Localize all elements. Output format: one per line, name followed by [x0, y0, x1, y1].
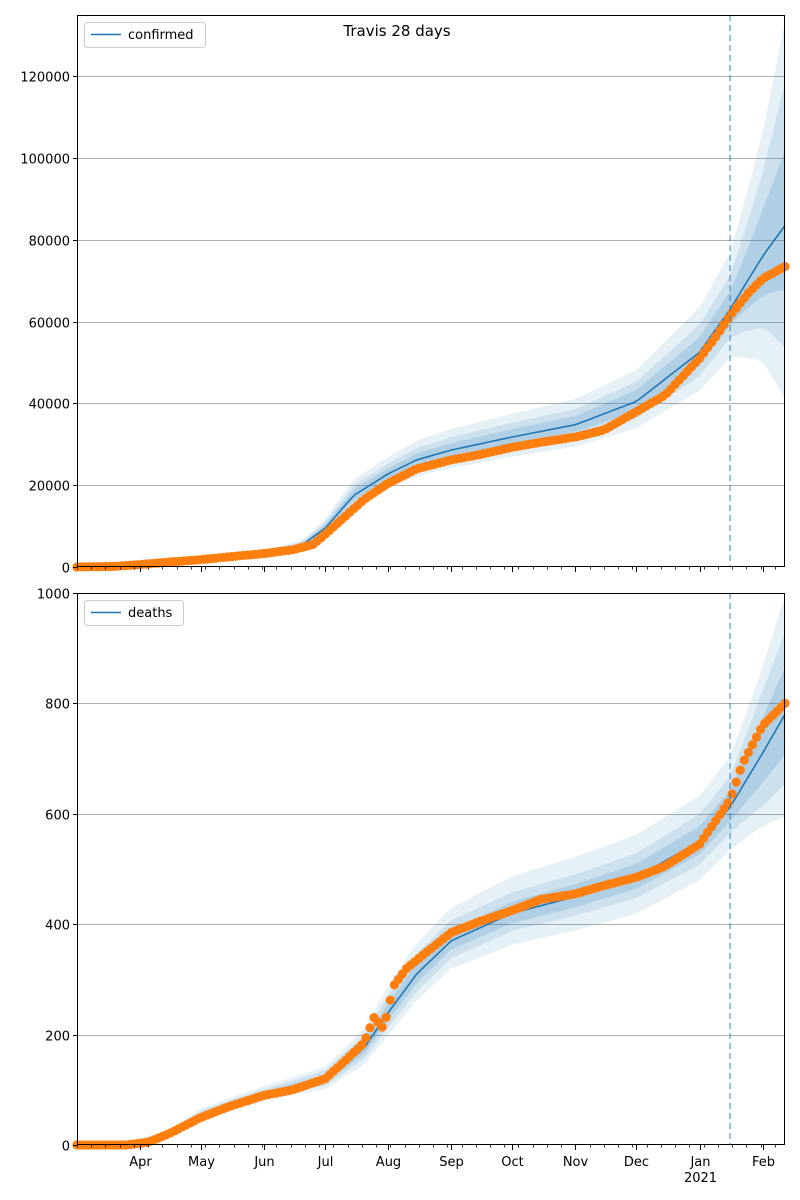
y-tick-label: 120000	[20, 71, 70, 86]
x-tick-label: Jun	[253, 1155, 274, 1170]
y-tick-label: 0	[62, 1140, 70, 1155]
y-tick-label: 80000	[29, 235, 70, 250]
observed-point	[751, 732, 762, 742]
legend-label-confirmed: confirmed	[128, 28, 194, 43]
y-tick-label: 200	[45, 1030, 70, 1045]
x-tick-label: Jul	[317, 1155, 334, 1170]
observed-point	[361, 1033, 371, 1043]
confirmed-y-ticks: 0 20000 40000 60000 80000 100000 120000	[20, 71, 77, 577]
x-tick-label: Feb	[752, 1155, 775, 1170]
observed-point	[381, 1012, 391, 1023]
observed-point	[357, 1040, 367, 1050]
chart-title: Travis 28 days	[342, 22, 450, 40]
deaths-legend: deaths	[84, 600, 184, 626]
observed-point	[365, 1023, 375, 1033]
observed-point	[727, 789, 737, 799]
x-tick-label: Aug	[376, 1155, 401, 1170]
x-tick-label: Apr	[129, 1155, 152, 1170]
x-tick-label: May	[188, 1155, 215, 1170]
confirmed-grid	[77, 76, 785, 486]
x-tick-label: Sep	[439, 1155, 464, 1170]
observed-point	[735, 765, 745, 775]
y-tick-label: 60000	[29, 317, 70, 332]
x-tick-label: Oct	[501, 1155, 523, 1170]
confirmed-panel: 0 20000 40000 60000 80000 100000 120000 Travis…	[20, 15, 790, 577]
observed-point	[385, 995, 395, 1005]
observed-point	[739, 755, 749, 765]
y-tick-label: 800	[45, 698, 70, 713]
deaths-panel: 0 200 400 600 800 1000 Apr May Jun Jul Aug Sep Oct N…	[37, 588, 790, 1186]
y-tick-label: 20000	[29, 480, 70, 495]
y-tick-label: 1000	[37, 588, 70, 603]
observed-point	[377, 1022, 387, 1032]
deaths-axes-frame	[77, 593, 785, 1145]
y-tick-label: 600	[45, 809, 70, 824]
confirmed-legend: confirmed	[84, 22, 206, 48]
y-tick-label: 0	[62, 562, 70, 577]
observed-point	[747, 740, 758, 750]
observed-point	[723, 798, 733, 808]
observed-point	[743, 747, 754, 758]
uncertainty-band-2	[77, 632, 785, 1145]
x-tick-label: Jan	[689, 1155, 710, 1170]
x-tick-label: 2021	[684, 1171, 717, 1186]
y-tick-label: 40000	[29, 398, 70, 413]
y-tick-label: 400	[45, 919, 70, 934]
legend-label-deaths: deaths	[128, 606, 173, 621]
confirmed-x-ticks	[77, 567, 776, 572]
deaths-y-ticks: 0 200 400 600 800 1000	[37, 588, 77, 1155]
y-tick-label: 100000	[20, 153, 70, 168]
x-tick-label: Dec	[624, 1155, 649, 1170]
confirmed-axes-frame	[77, 15, 785, 567]
x-tick-label: Nov	[563, 1155, 589, 1170]
observed-point	[731, 777, 741, 787]
